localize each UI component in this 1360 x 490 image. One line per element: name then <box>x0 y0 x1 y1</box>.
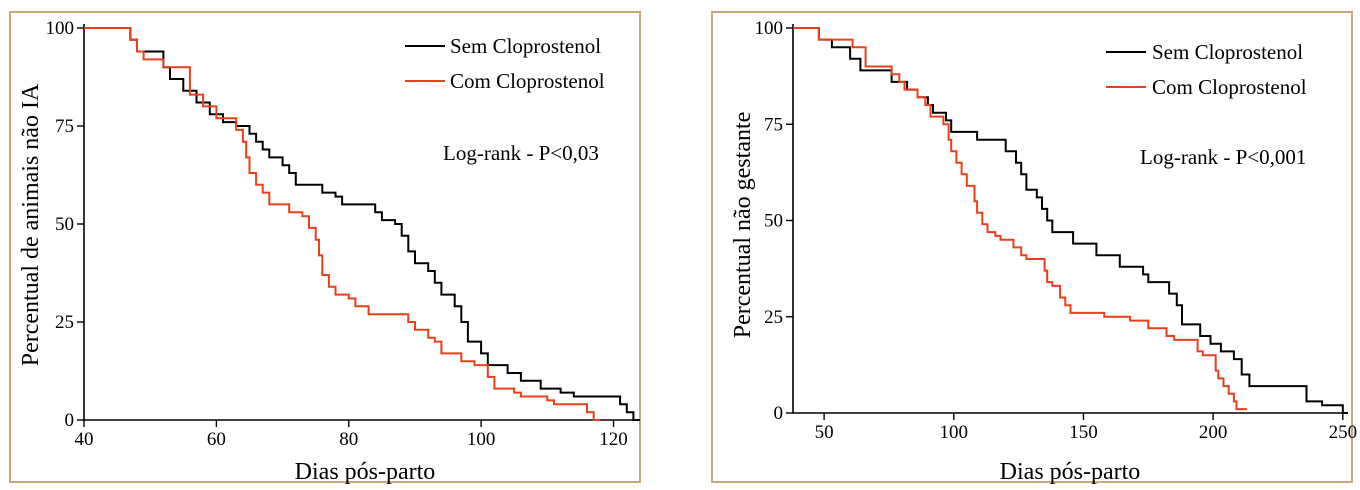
x-axis-title: Dias pós-parto <box>1000 459 1141 485</box>
y-tick-label: 50 <box>55 214 74 235</box>
y-tick-label: 100 <box>46 18 75 39</box>
x-tick-label: 40 <box>75 429 94 450</box>
y-tick-label: 100 <box>755 18 784 39</box>
y-axis-title: Percentual não gestante <box>730 112 756 339</box>
y-tick-label: 75 <box>764 114 783 135</box>
panel-frame <box>9 11 641 483</box>
legend-label-sem: Sem Cloprostenol <box>1152 40 1303 64</box>
y-axis-title: Percentual de animais não IA <box>18 83 44 366</box>
legend-label-com: Com Cloprostenol <box>450 69 605 93</box>
legend: Sem Cloprostenol Com Cloprostenol <box>405 34 605 93</box>
legend: Sem Cloprostenol Com Cloprostenol <box>1106 40 1307 99</box>
x-tick-label: 100 <box>467 429 496 450</box>
y-tick-label: 0 <box>65 410 75 431</box>
series-line-sem-cloprostenol <box>84 27 640 421</box>
plot-area: 0 25 50 75 100 50 100 150 200 250 <box>755 18 1358 443</box>
x-tick-label: 50 <box>815 422 834 443</box>
series-line-com-cloprostenol <box>84 27 601 421</box>
x-axis-title: Dias pós-parto <box>295 459 436 485</box>
x-tick-label: 60 <box>207 429 226 450</box>
y-tick-label: 25 <box>55 312 74 333</box>
y-tick-label: 75 <box>55 116 74 137</box>
panel-frame <box>711 11 1353 483</box>
x-tick-label: 80 <box>339 429 358 450</box>
y-tick-label: 0 <box>774 403 784 424</box>
y-tick-label: 50 <box>764 211 783 232</box>
x-tick-label: 100 <box>940 422 969 443</box>
series-line-com-cloprostenol <box>793 27 1247 411</box>
legend-label-com: Com Cloprostenol <box>1152 75 1307 99</box>
legend-label-sem: Sem Cloprostenol <box>450 34 601 58</box>
log-rank-annotation: Log-rank - P<0,001 <box>1140 145 1306 169</box>
chart-panel-left: 0 25 50 75 100 40 60 80 100 120 Dias pós-parto Pe… <box>9 11 641 485</box>
plot-area: 0 25 50 75 100 40 60 80 100 120 <box>46 18 640 450</box>
log-rank-annotation: Log-rank - P<0,03 <box>443 141 599 165</box>
y-tick-label: 25 <box>764 307 783 328</box>
x-tick-label: 150 <box>1069 422 1098 443</box>
x-tick-label: 250 <box>1329 422 1358 443</box>
x-tick-label: 200 <box>1199 422 1228 443</box>
x-tick-label: 120 <box>599 429 628 450</box>
